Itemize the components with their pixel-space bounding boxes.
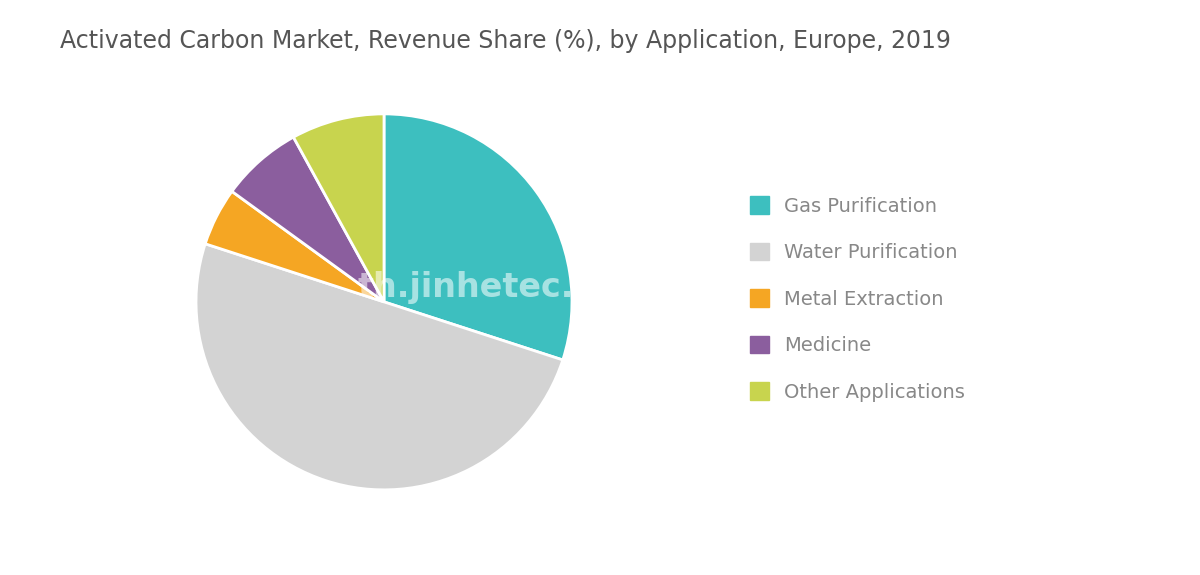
- Wedge shape: [205, 191, 384, 302]
- Wedge shape: [232, 137, 384, 302]
- Text: th.jinhetec.com: th.jinhetec.com: [358, 271, 650, 304]
- Wedge shape: [384, 114, 572, 360]
- Wedge shape: [294, 114, 384, 302]
- Legend: Gas Purification, Water Purification, Metal Extraction, Medicine, Other Applicat: Gas Purification, Water Purification, Me…: [742, 189, 973, 409]
- Wedge shape: [196, 244, 563, 490]
- Text: Activated Carbon Market, Revenue Share (%), by Application, Europe, 2019: Activated Carbon Market, Revenue Share (…: [60, 29, 950, 53]
